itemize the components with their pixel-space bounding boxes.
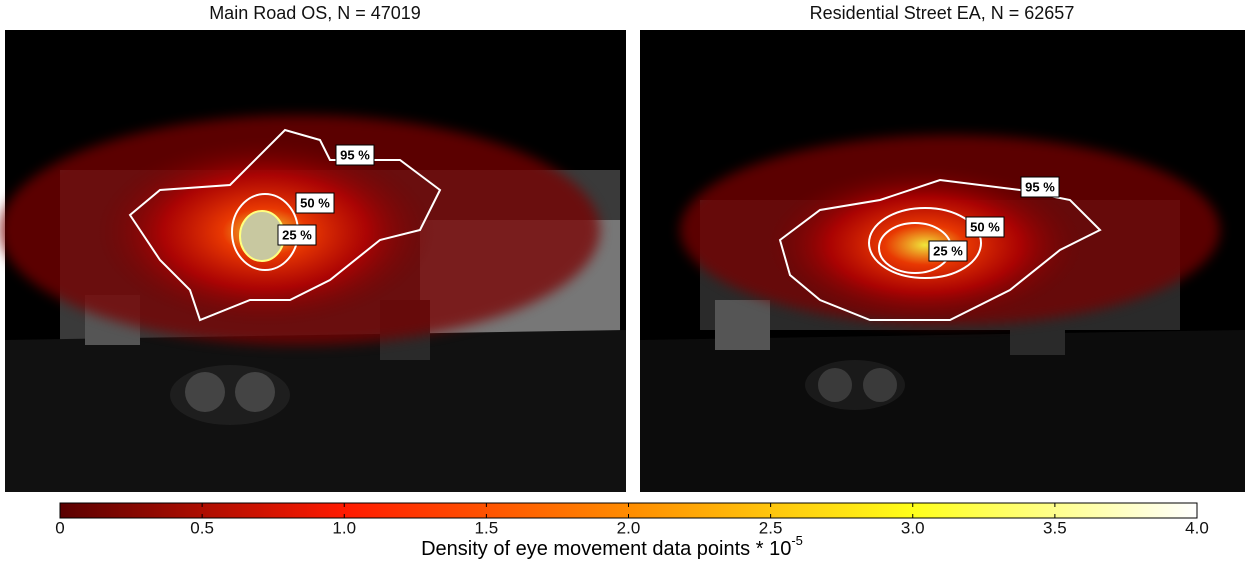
contour-label: 50 % — [970, 219, 1000, 234]
contour-label: 25 % — [933, 243, 963, 258]
contour-label-box — [1020, 176, 1060, 198]
panel-title: Main Road OS, N = 47019 — [209, 3, 421, 23]
colorbar-label-text: Density of eye movement data points * 10 — [421, 538, 791, 560]
colorbar-tick-label: 0 — [55, 518, 64, 537]
contour-label-box — [965, 216, 1005, 238]
contour-label: 95 % — [1025, 179, 1055, 194]
colorbar-tick-label: 2.5 — [759, 518, 783, 537]
contour-label-box — [928, 240, 968, 262]
colorbar-tick-label: 3.0 — [901, 518, 925, 537]
contour-label: 50 % — [300, 195, 330, 210]
contour-label-box — [335, 144, 375, 166]
contour-label-box — [277, 224, 317, 246]
panel-image — [0, 30, 626, 492]
contour-95 — [778, 178, 1102, 321]
panel-title: Residential Street EA, N = 62657 — [810, 3, 1075, 23]
colorbar-label-exponent: -5 — [791, 533, 803, 548]
colorbar-tick-label: 2.0 — [617, 518, 641, 537]
colorbar-tick-label: 3.5 — [1043, 518, 1067, 537]
contour-label-box — [295, 192, 335, 214]
colorbar-tick-label: 0.5 — [190, 518, 214, 537]
contour-95 — [128, 128, 442, 322]
colorbar-tick-label: 1.0 — [332, 518, 356, 537]
colorbar-label: Density of eye movement data points * 10… — [421, 533, 803, 560]
contour-label: 25 % — [282, 227, 312, 242]
colorbar-tick-label: 4.0 — [1185, 518, 1209, 537]
colorbar-tick-label: 1.5 — [475, 518, 499, 537]
contour-label: 95 % — [340, 147, 370, 162]
